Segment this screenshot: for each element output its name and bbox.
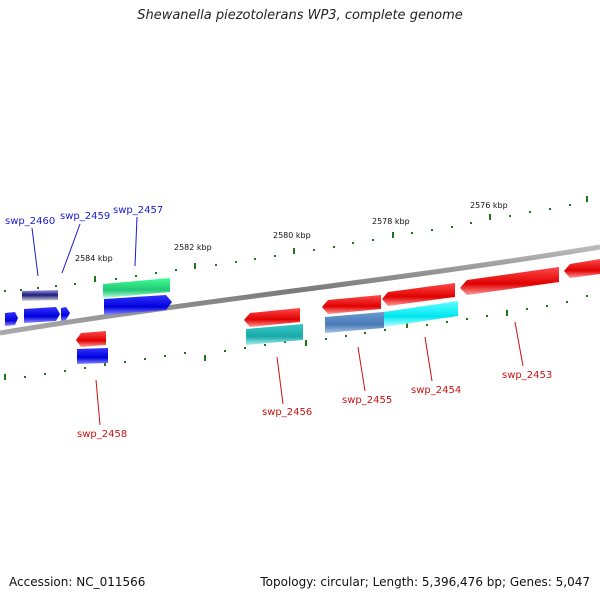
- gene-label-swp-2456[interactable]: swp_2456: [262, 407, 312, 418]
- scale-ticks-inner: [4, 295, 588, 380]
- gene-label-swp-2457[interactable]: swp_2457: [113, 205, 163, 216]
- scale-label: 2584 kbp: [75, 254, 113, 263]
- gene-label-swp-2453[interactable]: swp_2453: [502, 370, 552, 381]
- gene-label-swp-2460[interactable]: swp_2460: [5, 216, 55, 227]
- gene-blue-arrow-2457[interactable]: [104, 295, 172, 315]
- scale-label: 2582 kbp: [174, 243, 212, 252]
- scale-ticks-outer: [4, 196, 588, 292]
- gene-label-swp-2458[interactable]: swp_2458: [77, 429, 127, 440]
- gene-swp-2456[interactable]: [244, 308, 303, 345]
- gene-label-swp-2455[interactable]: swp_2455: [342, 395, 392, 406]
- gene-label-swp-2459[interactable]: swp_2459: [60, 211, 110, 222]
- gene-swp-2457[interactable]: [103, 278, 170, 298]
- accession-text: Accession: NC_011566: [9, 575, 146, 589]
- gene-swp-2459[interactable]: [24, 307, 70, 323]
- genome-backbone: [0, 244, 600, 336]
- genome-stats-text: Topology: circular; Length: 5,396,476 bp…: [260, 575, 590, 589]
- gene-swp-2458[interactable]: [76, 331, 108, 364]
- genome-title: Shewanella piezotolerans WP3, complete g…: [137, 8, 463, 23]
- gene-swp-2460[interactable]: [22, 290, 58, 301]
- gene-blue-arrow-small[interactable]: [5, 312, 18, 326]
- scale-label: 2576 kbp: [470, 201, 508, 210]
- gene-swp-2454[interactable]: [382, 283, 458, 327]
- leader-lines-forward: [31, 216, 138, 277]
- gene-swp-2455[interactable]: [322, 295, 384, 333]
- gene-swp-2453[interactable]: [460, 259, 600, 295]
- gene-label-swp-2454[interactable]: swp_2454: [411, 385, 461, 396]
- scale-label: 2578 kbp: [372, 217, 410, 226]
- leader-lines-reverse: [95, 321, 524, 426]
- scale-label: 2580 kbp: [273, 231, 311, 240]
